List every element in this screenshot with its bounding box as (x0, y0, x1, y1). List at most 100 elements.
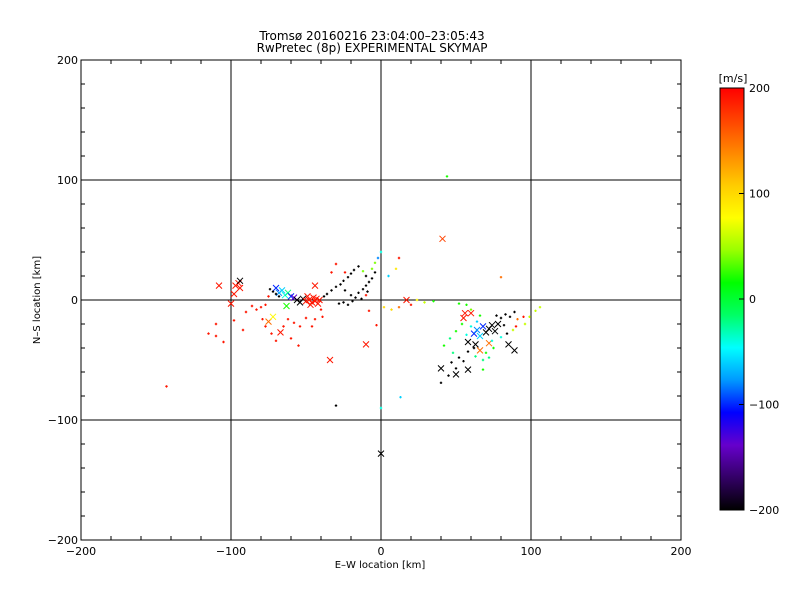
dot-point (289, 337, 293, 340)
colorbar-tick-label: 200 (749, 82, 770, 95)
cross-point (227, 300, 235, 307)
dot-point (267, 295, 270, 298)
cross-point (269, 313, 277, 321)
dot-point (357, 291, 360, 294)
dot-point (474, 355, 477, 358)
axis-ticks (80, 59, 682, 541)
dot-point (457, 302, 461, 305)
dot-point (214, 322, 218, 326)
dot-point (364, 294, 368, 297)
dot-point (352, 268, 356, 272)
dot-point (454, 330, 458, 333)
dot-point (349, 272, 353, 275)
cross-point (377, 450, 385, 457)
dot-point (354, 296, 357, 299)
dot-point (337, 302, 341, 305)
dot-point (439, 381, 443, 384)
cross-point (277, 329, 284, 336)
dot-point (330, 289, 333, 292)
dot-point (264, 325, 267, 328)
dot-point (367, 280, 371, 284)
dot-point (484, 351, 488, 354)
dot-point (376, 256, 380, 260)
dot-point (399, 396, 402, 399)
y-tick-label: 100 (57, 174, 78, 187)
colorbar-unit-label: [m/s] (719, 72, 748, 85)
cross-point (467, 309, 475, 317)
dot-point (346, 276, 350, 279)
cross-point (505, 341, 512, 348)
cross-point (326, 356, 334, 364)
dot-point (274, 292, 278, 296)
dot-point (478, 314, 482, 317)
cross-point (476, 332, 484, 340)
dot-point (261, 318, 264, 321)
dot-point (481, 368, 485, 371)
y-tick-label: −100 (48, 414, 78, 427)
cross-point (278, 287, 286, 294)
cross-point (307, 301, 314, 309)
dot-point (292, 321, 296, 324)
cross-point (488, 321, 496, 329)
x-tick-label: 0 (378, 545, 385, 558)
dot-point (522, 315, 525, 318)
dot-point (286, 318, 290, 321)
cross-point (316, 296, 323, 304)
dot-point (343, 289, 347, 292)
dot-point (472, 346, 476, 350)
chart-subtitle: RwPretec (8p) EXPERIMENTAL SKYMAP (257, 41, 488, 55)
dot-point (457, 356, 461, 359)
cross-point (272, 284, 280, 292)
cross-point (362, 341, 370, 348)
dot-point (504, 313, 507, 316)
cross-point (479, 323, 487, 330)
dot-point (304, 316, 308, 320)
colorbar-tick-label: −200 (749, 504, 779, 517)
x-tick-label: 200 (671, 545, 692, 558)
dot-point (264, 303, 267, 306)
dot-point (475, 320, 479, 323)
dot-point (487, 356, 491, 359)
dot-point (466, 350, 470, 353)
dot-point (514, 325, 518, 328)
dot-point (513, 310, 516, 314)
dot-point (364, 284, 368, 287)
dot-point (432, 300, 435, 303)
dot-point (271, 290, 275, 293)
dot-point (346, 303, 350, 306)
dot-point (465, 333, 468, 336)
dot-point (361, 288, 365, 291)
dot-point (415, 298, 419, 302)
x-tick-label: −200 (66, 545, 96, 558)
dot-point (165, 385, 168, 388)
dot-point (259, 306, 263, 309)
cross-point (314, 300, 322, 307)
dot-point (330, 271, 333, 274)
x-tick-label: 100 (521, 545, 542, 558)
dot-point (499, 276, 503, 279)
dot-point (214, 334, 218, 338)
cross-point (491, 327, 499, 335)
cross-point (437, 365, 445, 372)
dot-point (244, 310, 248, 314)
cross-point (452, 371, 460, 378)
dot-point (270, 332, 273, 335)
dot-point (297, 344, 300, 347)
cross-point (311, 282, 319, 289)
dot-point (343, 271, 347, 274)
dot-point (339, 283, 342, 286)
dot-point (502, 324, 506, 327)
cross-point (236, 284, 244, 292)
dot-point (397, 256, 401, 260)
dot-point (534, 309, 537, 312)
y-tick-label: 0 (71, 294, 78, 307)
dot-point (397, 306, 401, 309)
dot-point (382, 306, 386, 309)
dot-point (499, 316, 503, 320)
dot-point (465, 303, 468, 306)
dot-point (310, 325, 314, 328)
dot-point (469, 325, 473, 328)
cross-point (283, 302, 290, 310)
cross-point (460, 314, 467, 322)
chart-title: Tromsø 20160216 23:04:00–23:05:43 (258, 29, 484, 43)
